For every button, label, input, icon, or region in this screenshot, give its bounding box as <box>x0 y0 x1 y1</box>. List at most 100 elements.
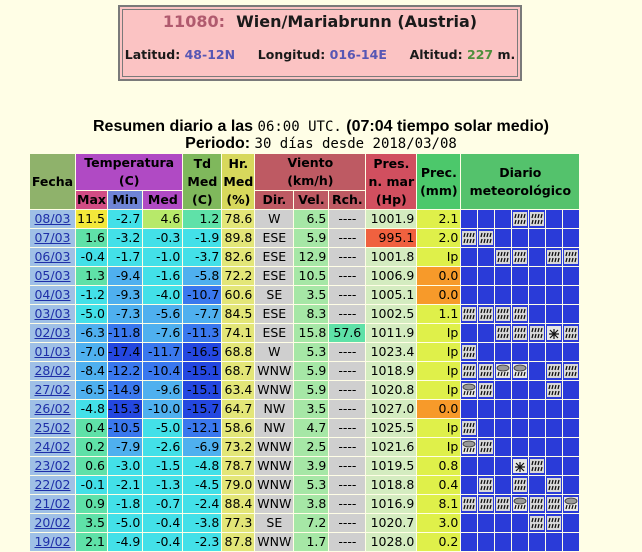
date-link[interactable]: 23/02 <box>34 458 71 473</box>
date-cell[interactable]: 23/02 <box>30 457 75 475</box>
date-cell[interactable]: 22/02 <box>30 476 75 494</box>
date-cell[interactable]: 08/03 <box>30 210 75 228</box>
pres-cell: 1021.6 <box>366 438 417 456</box>
diary-cell <box>461 533 478 551</box>
max-cell: -0.4 <box>76 248 107 266</box>
vel-cell: 3.5 <box>294 286 329 304</box>
hr-cell: 73.2 <box>222 438 255 456</box>
date-cell[interactable]: 06/03 <box>30 248 75 266</box>
vel-cell: 5.9 <box>294 229 329 247</box>
date-cell[interactable]: 02/03 <box>30 324 75 342</box>
date-cell[interactable]: 21/02 <box>30 495 75 513</box>
dir-cell: WNW <box>255 457 294 475</box>
date-cell[interactable]: 25/02 <box>30 419 75 437</box>
med-cell: -2.6 <box>143 438 183 456</box>
diary-cell <box>563 438 580 456</box>
date-link[interactable]: 02/03 <box>34 325 71 340</box>
prec-cell: Ip <box>417 343 461 361</box>
date-cell[interactable]: 20/02 <box>30 514 75 532</box>
table-row: 03/03 -5.0 -7.3 -5.6 -7.7 84.5 ESE 8.3 ---- 1002.… <box>30 305 580 323</box>
lat-value: 48-12N <box>184 47 236 62</box>
lon-label: Longitud: <box>257 47 326 62</box>
date-link[interactable]: 22/02 <box>34 477 71 492</box>
date-link[interactable]: 06/03 <box>34 249 71 264</box>
hr-cell: 68.7 <box>222 362 255 380</box>
date-cell[interactable]: 05/03 <box>30 267 75 285</box>
min-cell: -3.2 <box>108 229 143 247</box>
station-code: 11080: <box>162 12 225 31</box>
date-link[interactable]: 01/03 <box>34 344 71 359</box>
pres-cell: 1020.7 <box>366 514 417 532</box>
date-link[interactable]: 27/02 <box>34 382 71 397</box>
date-cell[interactable]: 01/03 <box>30 343 75 361</box>
med-cell: -5.6 <box>143 305 183 323</box>
date-link[interactable]: 19/02 <box>34 534 71 549</box>
dir-cell: W <box>255 343 294 361</box>
rain-icon <box>495 324 512 342</box>
rain-icon <box>546 362 563 380</box>
date-cell[interactable]: 24/02 <box>30 438 75 456</box>
col-fecha: Fecha <box>30 154 75 209</box>
col-med: Med <box>143 191 183 209</box>
diario-l1: Diario <box>499 164 542 180</box>
diary-cell <box>495 533 512 551</box>
min-cell: -1.7 <box>108 248 143 266</box>
pres-cell: 1018.9 <box>366 362 417 380</box>
shower-icon <box>512 495 529 513</box>
rain-icon <box>529 495 546 513</box>
prec-cell: Ip <box>417 324 461 342</box>
dir-cell: ESE <box>255 305 294 323</box>
diary-cell <box>495 457 512 475</box>
table-row: 24/02 0.2 -7.9 -2.6 -6.9 73.2 WNW 2.5 ---- 1021.6… <box>30 438 580 456</box>
summary-text: Resumen diario a las <box>93 118 254 135</box>
date-link[interactable]: 08/03 <box>34 211 71 226</box>
shower-icon <box>495 362 512 380</box>
diary-cell <box>529 400 546 418</box>
pres-cell: 1001.9 <box>366 210 417 228</box>
dir-cell: WNW <box>255 476 294 494</box>
date-link[interactable]: 21/02 <box>34 496 71 511</box>
date-link[interactable]: 07/03 <box>34 230 71 245</box>
diary-cell <box>495 400 512 418</box>
date-link[interactable]: 03/03 <box>34 306 71 321</box>
date-link[interactable]: 26/02 <box>34 401 71 416</box>
date-link[interactable]: 25/02 <box>34 420 71 435</box>
date-cell[interactable]: 26/02 <box>30 400 75 418</box>
date-cell[interactable]: 19/02 <box>30 533 75 551</box>
pres-cell: 1016.9 <box>366 495 417 513</box>
date-link[interactable]: 28/02 <box>34 363 71 378</box>
dir-cell: W <box>255 210 294 228</box>
date-cell[interactable]: 04/03 <box>30 286 75 304</box>
date-link[interactable]: 05/03 <box>34 268 71 283</box>
med-cell: -1.0 <box>143 248 183 266</box>
daily-summary-table: Fecha Temperatura (C) Td Med (C) Hr. Med… <box>29 153 581 552</box>
td-cell: -15.1 <box>183 362 222 380</box>
rain-icon <box>512 324 529 342</box>
prec-cell: 0.2 <box>417 533 461 551</box>
date-link[interactable]: 24/02 <box>34 439 71 454</box>
hr-cell: 79.0 <box>222 476 255 494</box>
diary-cell <box>529 381 546 399</box>
date-cell[interactable]: 07/03 <box>30 229 75 247</box>
date-link[interactable]: 04/03 <box>34 287 71 302</box>
med-cell: -4.0 <box>143 286 183 304</box>
col-hr: Hr. Med (%) <box>222 154 255 209</box>
pres-cell: 1018.8 <box>366 476 417 494</box>
diary-cell <box>529 533 546 551</box>
td-cell: -3.8 <box>183 514 222 532</box>
date-cell[interactable]: 27/02 <box>30 381 75 399</box>
dir-cell: ESE <box>255 267 294 285</box>
diary-cell <box>512 438 529 456</box>
dir-cell: SE <box>255 514 294 532</box>
date-link[interactable]: 20/02 <box>34 515 71 530</box>
pres-cell: 995.1 <box>366 229 417 247</box>
date-cell[interactable]: 28/02 <box>30 362 75 380</box>
prec-cell: 0.4 <box>417 476 461 494</box>
rch-cell: ---- <box>329 305 366 323</box>
prec-cell: 2.1 <box>417 210 461 228</box>
rch-cell: ---- <box>329 438 366 456</box>
min-cell: -17.4 <box>108 343 143 361</box>
diary-cell <box>478 457 495 475</box>
vel-cell: 2.5 <box>294 438 329 456</box>
date-cell[interactable]: 03/03 <box>30 305 75 323</box>
